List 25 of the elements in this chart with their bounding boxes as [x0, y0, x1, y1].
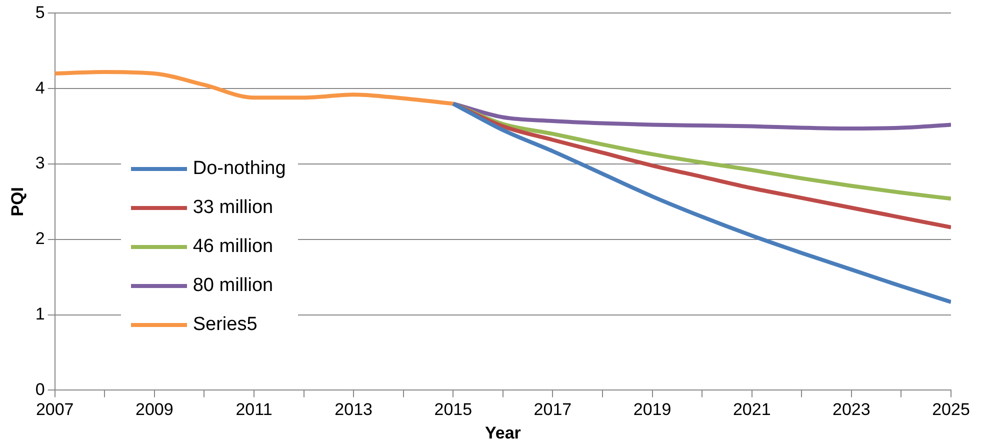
- x-tick-label: 2007: [36, 400, 74, 420]
- legend-label: 33 million: [192, 196, 274, 219]
- line-series: [54, 70, 456, 106]
- y-tick-label: 5: [35, 2, 45, 22]
- x-tick-label: 2011: [236, 400, 272, 420]
- y-tick-label: 2: [35, 229, 45, 248]
- x-tick-label: 2009: [136, 400, 174, 420]
- y-tick-label: 1: [35, 304, 45, 324]
- x-tick-label: 2013: [334, 400, 372, 420]
- x-tick-label: 2015: [434, 400, 472, 420]
- line-series: [451, 102, 951, 304]
- x-tick-label: 2025: [932, 400, 970, 420]
- x-tick-label: 2017: [534, 400, 572, 420]
- legend-label: Do-nothing: [192, 158, 286, 180]
- y-tick-label: 3: [35, 154, 45, 173]
- legend-label: Series5: [192, 314, 258, 336]
- x-tick-label: 2019: [633, 400, 672, 420]
- x-tick-label: 2023: [832, 400, 870, 420]
- legend-label: 80 million: [192, 274, 274, 297]
- x-axis-title: Year: [484, 423, 522, 442]
- y-axis-title: PQI: [8, 187, 27, 216]
- x-tick-label: 2021: [732, 400, 771, 420]
- y-tick-label: 4: [35, 78, 45, 98]
- y-tick-label: 0: [35, 380, 45, 399]
- legend-label: 46 million: [192, 236, 274, 258]
